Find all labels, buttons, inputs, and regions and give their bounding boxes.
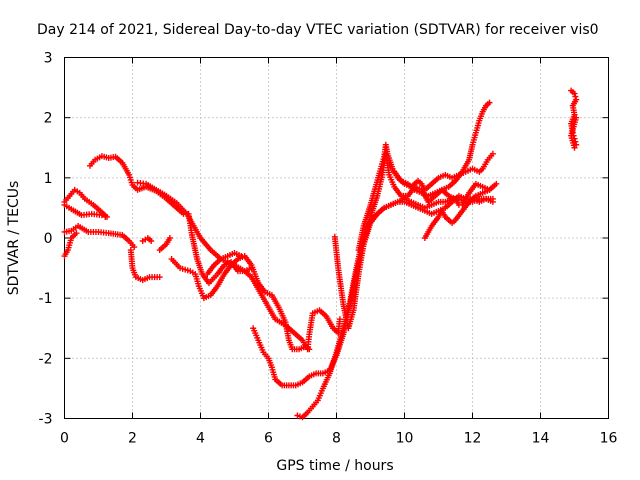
data-point	[486, 99, 493, 106]
series-track-3	[61, 186, 110, 220]
x-tick-label: 10	[396, 431, 414, 447]
series-track-5	[87, 153, 187, 217]
data-points	[61, 87, 580, 421]
grid	[64, 57, 609, 419]
data-point	[131, 244, 138, 251]
series-track-13	[250, 195, 496, 389]
x-tick-label: 4	[196, 431, 205, 447]
series-track-12	[204, 250, 245, 278]
x-tick-label: 0	[60, 431, 69, 447]
series-track-18	[421, 186, 493, 241]
data-point	[73, 230, 80, 237]
data-point	[573, 114, 580, 121]
y-axis-label: SDTVAR / TECUs	[6, 181, 22, 296]
data-point	[486, 186, 493, 193]
chart-title: Day 214 of 2021, Sidereal Day-to-day VTE…	[37, 22, 599, 38]
data-point	[571, 90, 578, 97]
data-point	[493, 180, 500, 187]
y-tick-label: -1	[39, 291, 53, 307]
data-point	[238, 253, 245, 260]
data-point	[248, 265, 255, 272]
x-tick-label: 6	[264, 431, 273, 447]
y-tick-label: 2	[44, 111, 53, 127]
series-track-17	[391, 99, 493, 199]
data-point	[489, 195, 496, 202]
y-tick-label: 1	[44, 171, 53, 187]
y-tick-label: -3	[39, 412, 53, 428]
x-tick-label: 8	[332, 431, 341, 447]
x-tick-label: 12	[464, 431, 482, 447]
x-tick-label: 16	[600, 431, 618, 447]
y-tick-label: -2	[39, 351, 53, 367]
data-point	[306, 346, 313, 353]
data-point	[489, 150, 496, 157]
series-track-9	[156, 235, 173, 254]
x-axis-label: GPS time / hours	[276, 458, 393, 474]
data-point	[156, 274, 163, 281]
y-tick-label: 0	[44, 231, 53, 247]
y-tick-label: 3	[44, 51, 53, 67]
data-point	[104, 213, 110, 220]
data-point	[572, 93, 579, 100]
series-track-6	[134, 179, 343, 353]
series-track-4	[61, 230, 80, 260]
series-track-14	[294, 192, 496, 421]
series-track-7	[127, 247, 163, 284]
data-point	[336, 316, 343, 323]
x-tick-label: 2	[128, 431, 137, 447]
x-tick-label: 14	[532, 431, 550, 447]
series-track-11	[185, 210, 255, 287]
data-point	[166, 235, 173, 241]
series-track-19	[568, 87, 580, 151]
series-track-10	[168, 253, 313, 353]
series-track-1	[61, 222, 138, 251]
series-track-8	[139, 235, 155, 245]
data-point	[148, 238, 155, 245]
